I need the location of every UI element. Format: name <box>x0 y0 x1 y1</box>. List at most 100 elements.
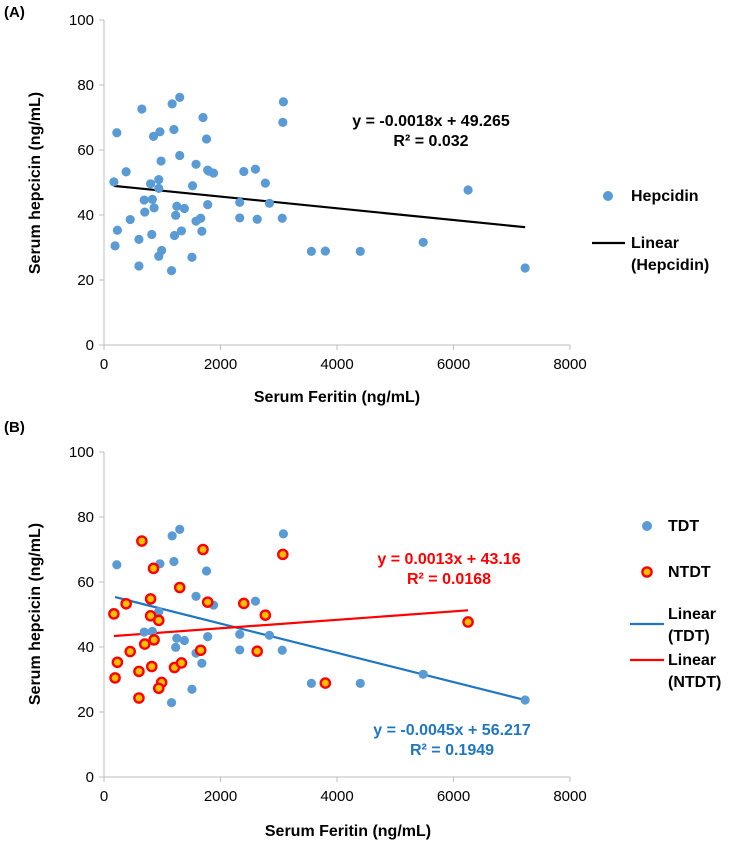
data-point-hepcidin <box>320 246 330 256</box>
y-tick-label: 0 <box>86 337 94 354</box>
data-point-hepcidin <box>140 207 150 217</box>
data-point-tdt <box>154 606 164 617</box>
data-point-ntdt <box>138 638 151 650</box>
x-tick-label: 6000 <box>437 788 470 805</box>
y-tick-label: 0 <box>86 769 94 786</box>
data-point-tdt <box>278 529 289 539</box>
legend-label: TDT <box>668 518 699 535</box>
x-tick-label: 4000 <box>320 356 353 373</box>
data-point-hepcidin <box>197 226 207 236</box>
data-point-hepcidin <box>175 150 185 161</box>
data-point-hepcidin <box>250 164 261 174</box>
data-point-tdt <box>201 566 212 576</box>
data-point-hepcidin <box>306 246 316 256</box>
data-point-ntdt <box>173 581 186 594</box>
data-point-hepcidin <box>260 178 270 188</box>
data-point-ntdt <box>277 548 289 561</box>
data-point-tdt <box>172 633 182 643</box>
data-point-hepcidin <box>198 112 208 123</box>
data-point-ntdt <box>111 656 124 669</box>
data-point-ntdt <box>319 677 332 689</box>
data-point-tdt <box>264 630 275 640</box>
panel-b: (B) 0 20 40 60 80 100 0 2000 4000 6000 8000 Serum Fe… <box>4 419 721 840</box>
data-point-hepcidin <box>154 251 164 261</box>
data-point-hepcidin <box>239 166 249 177</box>
panel-a: (A) 0 20 40 60 80 100 0 2000 4000 6000 8000 Serum Fe… <box>4 4 709 406</box>
y-tick-label: 60 <box>77 574 94 591</box>
data-point-tdt <box>235 629 245 639</box>
data-point-hepcidin <box>112 225 122 235</box>
y-tick-label: 100 <box>69 444 94 461</box>
regression-annotation: y = 0.0013x + 43.16 <box>377 551 520 568</box>
x-tick-label: 8000 <box>553 788 586 805</box>
data-point-tdt <box>306 678 316 689</box>
data-point-ntdt <box>197 543 209 556</box>
legend-label: Hepcidin <box>631 188 699 205</box>
data-point-hepcidin <box>235 197 245 207</box>
y-tick-label: 40 <box>77 639 94 656</box>
y-tick-label: 80 <box>77 77 94 94</box>
x-axis-title: Serum Feritin (ng/mL) <box>254 389 420 406</box>
data-point-tdt <box>418 669 428 679</box>
regression-annotation: R² = 0.0168 <box>407 571 491 588</box>
legend-label: Linear (TDT) <box>668 606 716 645</box>
legend-marker <box>603 191 613 201</box>
data-point-ntdt <box>194 644 207 657</box>
data-point-hepcidin <box>172 201 182 211</box>
data-point-hepcidin <box>520 263 530 273</box>
trendline <box>113 184 526 229</box>
data-point-hepcidin <box>147 229 157 240</box>
data-point-hepcidin <box>201 134 212 144</box>
y-tick-label: 60 <box>77 142 94 159</box>
data-point-hepcidin <box>187 181 198 191</box>
data-point-hepcidin <box>277 213 287 223</box>
data-point-hepcidin <box>134 261 144 271</box>
data-point-tdt <box>179 635 189 646</box>
x-axis-title: Serum Feritin (ng/mL) <box>265 823 431 840</box>
data-point-ntdt <box>144 593 157 605</box>
data-point-ntdt <box>201 596 214 608</box>
data-point-tdt <box>187 684 197 694</box>
y-axis-title: Serum hepcicin (ng/mL) <box>27 92 44 274</box>
data-point-tdt <box>169 556 179 567</box>
x-tick-label: 2000 <box>204 788 237 805</box>
data-point-tdt <box>235 645 245 655</box>
data-point-tdt <box>197 658 207 668</box>
data-point-ntdt <box>136 535 148 547</box>
data-point-hepcidin <box>149 203 159 213</box>
x-tick-label: 0 <box>100 356 108 373</box>
data-point-tdt <box>171 642 181 652</box>
data-point-hepcidin <box>252 214 262 224</box>
y-tick-label: 40 <box>77 207 94 224</box>
data-point-tdt <box>166 697 177 708</box>
x-tick-label: 6000 <box>437 356 470 373</box>
data-point-hepcidin <box>278 97 289 107</box>
data-point-hepcidin <box>169 124 179 135</box>
data-point-hepcidin <box>196 213 206 223</box>
y-axis-title: Serum hepcicin (ng/mL) <box>27 523 44 705</box>
data-point-hepcidin <box>156 156 166 166</box>
data-point-tdt <box>277 645 287 655</box>
data-point-ntdt <box>108 608 120 620</box>
data-point-hepcidin <box>166 265 177 276</box>
data-point-hepcidin <box>112 128 122 138</box>
y-tick-label: 100 <box>69 12 94 29</box>
data-point-hepcidin <box>146 179 156 189</box>
data-point-hepcidin <box>176 226 187 236</box>
data-point-tdt <box>112 560 122 570</box>
data-point-hepcidin <box>154 174 164 185</box>
data-point-ntdt <box>237 597 250 610</box>
regression-annotation: R² = 0.032 <box>393 133 468 150</box>
data-point-hepcidin <box>147 194 157 204</box>
data-point-hepcidin <box>121 167 131 177</box>
y-tick-label: 20 <box>77 704 94 721</box>
x-tick-label: 2000 <box>204 356 237 373</box>
data-point-ntdt <box>175 657 188 669</box>
legend-label: Linear (Hepcidin) <box>631 235 709 274</box>
data-point-hepcidin <box>110 241 120 251</box>
data-point-tdt <box>175 524 185 534</box>
data-point-ntdt <box>120 597 132 610</box>
data-point-ntdt <box>124 645 137 658</box>
data-point-hepcidin <box>278 117 288 127</box>
